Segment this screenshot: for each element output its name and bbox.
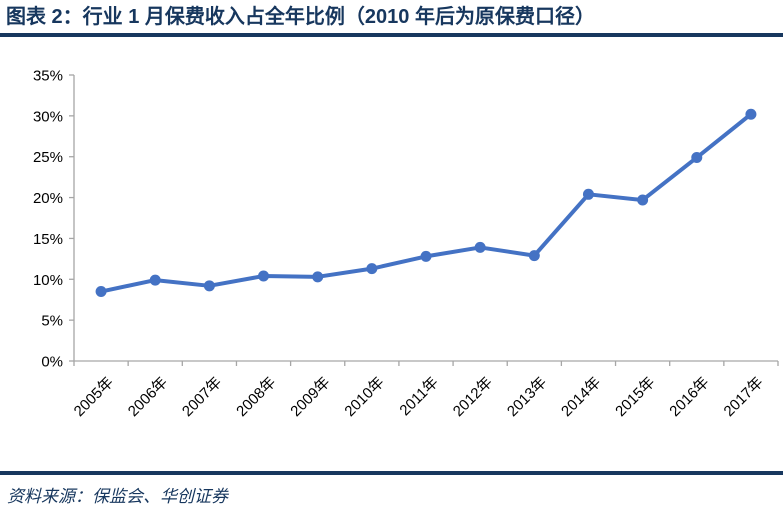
y-tick-label: 15% — [33, 231, 63, 248]
data-point — [582, 188, 594, 200]
y-tick-label: 25% — [33, 149, 63, 166]
x-tick-label: 2012年 — [450, 374, 496, 420]
data-point — [149, 274, 161, 286]
x-tick-label: 2006年 — [125, 374, 171, 420]
x-tick-label: 2009年 — [287, 374, 333, 420]
data-point — [203, 280, 215, 292]
figure-footer: 资料来源：保监会、华创证券 — [0, 471, 783, 507]
x-tick-label: 2010年 — [341, 374, 387, 420]
y-tick-label: 5% — [41, 313, 63, 330]
data-point — [95, 286, 107, 298]
series-line — [99, 112, 753, 294]
x-tick-label: 2013年 — [504, 374, 550, 420]
y-tick-label: 0% — [41, 354, 63, 371]
x-tick-label: 2011年 — [396, 374, 441, 419]
source-note: 资料来源：保监会、华创证券 — [7, 487, 228, 506]
x-tick-label: 2005年 — [71, 374, 117, 420]
y-tick-label: 20% — [33, 190, 63, 207]
data-point — [312, 271, 324, 283]
data-point — [474, 241, 486, 253]
x-tick-label: 2007年 — [179, 374, 225, 420]
data-point — [258, 270, 270, 282]
data-point — [420, 250, 432, 262]
x-tick-label: 2014年 — [558, 374, 604, 420]
data-point — [528, 250, 540, 262]
figure-header: 图表 2：行业 1 月保费收入占全年比例（2010 年后为原保费口径） — [0, 0, 783, 37]
x-tick-label: 2017年 — [721, 374, 767, 420]
y-tick-label: 35% — [33, 68, 63, 85]
figure-title: 图表 2：行业 1 月保费收入占全年比例（2010 年后为原保费口径） — [6, 6, 595, 28]
data-point — [366, 263, 378, 275]
x-tick-label: 2015年 — [612, 374, 658, 420]
axis-lines — [73, 75, 778, 362]
x-tick-label: 2008年 — [233, 374, 279, 420]
data-point — [745, 108, 757, 120]
y-tick-label: 10% — [33, 272, 63, 289]
data-point — [637, 194, 649, 206]
x-tick-label: 2016年 — [666, 374, 712, 420]
y-tick-label: 30% — [33, 108, 63, 125]
data-point — [691, 152, 703, 164]
